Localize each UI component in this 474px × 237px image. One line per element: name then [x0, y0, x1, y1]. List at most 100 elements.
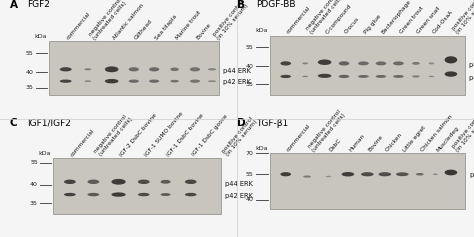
Text: Gilthead: Gilthead	[134, 19, 154, 41]
Ellipse shape	[281, 75, 291, 78]
Ellipse shape	[185, 180, 197, 184]
Text: Human: Human	[348, 133, 365, 153]
Text: Chicken salmon: Chicken salmon	[420, 114, 454, 153]
Ellipse shape	[128, 67, 139, 71]
Bar	[53, 158, 221, 214]
Text: negative control
(untreated cells): negative control (untreated cells)	[305, 0, 345, 35]
Text: 40: 40	[30, 182, 38, 187]
Text: kDa: kDa	[34, 34, 46, 39]
Text: positive control
(in 10% serum): positive control (in 10% serum)	[212, 0, 249, 41]
Text: commercial: commercial	[66, 11, 92, 41]
Text: C-compound: C-compound	[325, 3, 353, 35]
Text: Chicken: Chicken	[385, 132, 403, 153]
Text: Crocus: Crocus	[344, 16, 361, 35]
Text: commercial: commercial	[286, 5, 312, 35]
Ellipse shape	[105, 79, 118, 83]
Text: 35: 35	[26, 85, 34, 90]
Text: negative control
(untreated cells): negative control (untreated cells)	[307, 108, 347, 153]
Ellipse shape	[149, 67, 159, 71]
Text: 35: 35	[30, 201, 38, 206]
Ellipse shape	[208, 68, 216, 70]
Text: p-SMAD2: p-SMAD2	[469, 172, 474, 178]
Ellipse shape	[433, 173, 438, 175]
Ellipse shape	[302, 76, 308, 77]
Ellipse shape	[190, 80, 200, 83]
Text: Little egret: Little egret	[402, 125, 427, 153]
Text: Muscledeg: Muscledeg	[435, 125, 460, 153]
Text: p44 ERK: p44 ERK	[225, 181, 253, 187]
Text: negative control
(untreated cells): negative control (untreated cells)	[88, 0, 128, 41]
Bar	[49, 41, 219, 95]
Text: DsbC: DsbC	[328, 138, 342, 153]
Text: p42 ERK: p42 ERK	[223, 79, 251, 85]
Text: PDGF-BB: PDGF-BB	[256, 0, 295, 9]
Text: commercial: commercial	[70, 128, 96, 157]
Text: IGF-1 DsbC goose: IGF-1 DsbC goose	[191, 114, 228, 157]
Text: Atlantic salmon: Atlantic salmon	[112, 3, 145, 41]
Ellipse shape	[64, 193, 76, 196]
Text: kDa: kDa	[255, 146, 268, 151]
Ellipse shape	[318, 74, 331, 78]
Ellipse shape	[379, 172, 391, 176]
Text: B: B	[237, 0, 245, 10]
Text: FGF2: FGF2	[27, 0, 50, 9]
Text: Bovine: Bovine	[195, 22, 212, 41]
Text: IGF-1 SUMO bovine: IGF-1 SUMO bovine	[144, 111, 184, 157]
Text: kDa: kDa	[255, 28, 268, 33]
Text: p44 ERK: p44 ERK	[223, 68, 251, 73]
Ellipse shape	[303, 175, 311, 178]
Ellipse shape	[60, 80, 72, 83]
Ellipse shape	[393, 75, 404, 78]
Ellipse shape	[358, 61, 369, 65]
Text: commercial: commercial	[286, 123, 312, 153]
Text: Green trout: Green trout	[399, 6, 424, 35]
Text: A: A	[9, 0, 18, 10]
Ellipse shape	[375, 61, 386, 65]
Ellipse shape	[60, 67, 72, 71]
Text: 40: 40	[246, 64, 254, 69]
Ellipse shape	[208, 80, 216, 82]
Ellipse shape	[105, 66, 118, 72]
Text: positive control
(in 10% serum): positive control (in 10% serum)	[221, 116, 258, 157]
Text: 55: 55	[30, 160, 38, 165]
Ellipse shape	[361, 172, 374, 176]
Ellipse shape	[84, 80, 91, 82]
Ellipse shape	[412, 62, 420, 65]
Ellipse shape	[396, 172, 409, 176]
Text: positive control
(in 10% serum): positive control (in 10% serum)	[451, 0, 474, 35]
Ellipse shape	[161, 193, 171, 196]
Text: negative control
(untreated cells): negative control (untreated cells)	[93, 113, 133, 157]
Ellipse shape	[88, 193, 99, 196]
Text: 70: 70	[246, 151, 254, 156]
Ellipse shape	[88, 180, 99, 184]
Text: positive control
(in 10% serum): positive control (in 10% serum)	[451, 111, 474, 153]
Text: 40: 40	[26, 70, 34, 75]
Ellipse shape	[170, 80, 179, 82]
Text: p44 ERK: p44 ERK	[469, 62, 474, 68]
Text: D: D	[237, 118, 246, 128]
Ellipse shape	[358, 75, 369, 78]
Ellipse shape	[342, 172, 354, 177]
Text: Sea tilapia: Sea tilapia	[154, 14, 178, 41]
Bar	[270, 153, 465, 209]
Ellipse shape	[412, 75, 420, 77]
Ellipse shape	[302, 62, 308, 64]
Ellipse shape	[111, 192, 126, 197]
Text: 55: 55	[246, 45, 254, 50]
Ellipse shape	[138, 193, 150, 196]
Ellipse shape	[185, 193, 197, 196]
Ellipse shape	[318, 59, 331, 65]
Text: Pig glue: Pig glue	[364, 14, 383, 35]
Ellipse shape	[190, 67, 200, 71]
Text: Bovine: Bovine	[367, 134, 384, 153]
Text: Green snail: Green snail	[416, 6, 441, 35]
Bar	[270, 36, 465, 95]
Ellipse shape	[161, 180, 171, 184]
Ellipse shape	[281, 172, 291, 176]
Text: Bacteriophage: Bacteriophage	[381, 0, 412, 35]
Ellipse shape	[428, 76, 434, 77]
Ellipse shape	[111, 179, 126, 185]
Ellipse shape	[445, 170, 457, 175]
Ellipse shape	[170, 68, 179, 71]
Ellipse shape	[445, 56, 457, 64]
